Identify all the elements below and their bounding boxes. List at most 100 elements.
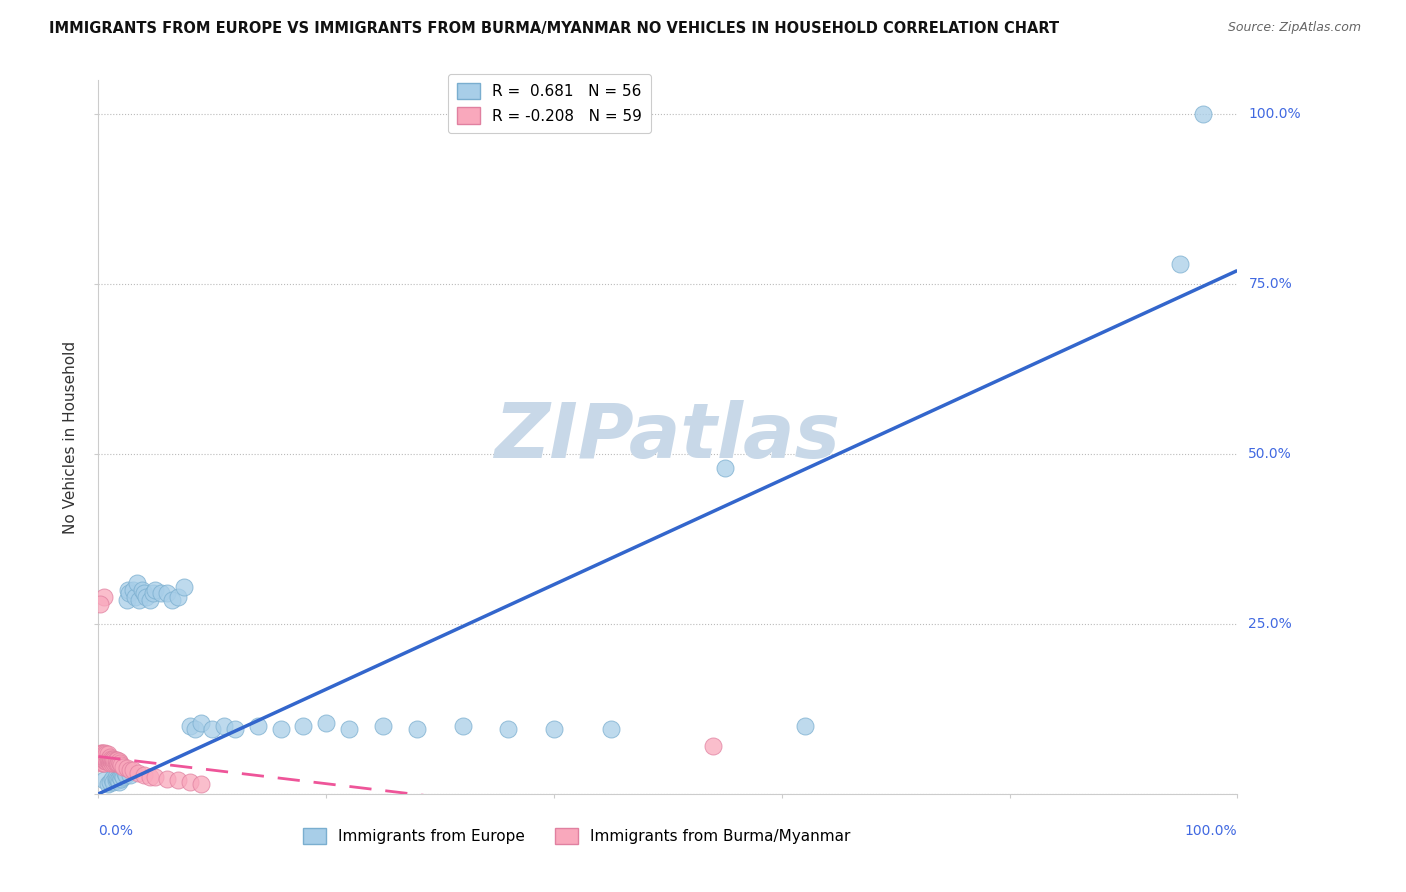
Point xyxy=(91,749,114,764)
Point xyxy=(100,754,122,768)
Point xyxy=(121,582,143,597)
Point xyxy=(96,751,118,765)
Point xyxy=(138,593,160,607)
Point xyxy=(101,753,124,767)
Point xyxy=(96,747,118,762)
Point xyxy=(127,576,149,591)
Point xyxy=(543,723,565,737)
Point xyxy=(98,756,121,771)
Point xyxy=(104,770,127,784)
Point xyxy=(103,753,125,767)
Point xyxy=(145,582,167,597)
Point xyxy=(714,460,737,475)
Point xyxy=(167,773,190,788)
Point xyxy=(93,756,115,771)
Point xyxy=(108,756,131,771)
Point xyxy=(89,749,111,764)
Point xyxy=(104,773,127,788)
Point xyxy=(108,774,131,789)
Point xyxy=(105,772,128,786)
Point xyxy=(118,586,141,600)
Point xyxy=(702,739,724,754)
Point xyxy=(132,768,155,782)
Point xyxy=(90,746,112,760)
Point xyxy=(179,719,201,733)
Point xyxy=(93,773,115,788)
Point xyxy=(97,754,120,768)
Point xyxy=(190,715,212,730)
Point xyxy=(91,746,114,760)
Point xyxy=(108,754,131,768)
Text: IMMIGRANTS FROM EUROPE VS IMMIGRANTS FROM BURMA/MYANMAR NO VEHICLES IN HOUSEHOLD: IMMIGRANTS FROM EUROPE VS IMMIGRANTS FRO… xyxy=(49,21,1059,36)
Point xyxy=(96,751,118,765)
Point xyxy=(97,751,120,765)
Point xyxy=(90,753,112,767)
Point xyxy=(138,770,160,784)
Point xyxy=(93,753,115,767)
Point xyxy=(1192,107,1215,121)
Point xyxy=(94,754,117,768)
Point xyxy=(114,766,136,780)
Point xyxy=(600,723,623,737)
Text: ZIPatlas: ZIPatlas xyxy=(495,401,841,474)
Point xyxy=(93,590,115,604)
Point xyxy=(96,754,118,768)
Point xyxy=(120,768,142,782)
Point xyxy=(337,723,360,737)
Point xyxy=(167,590,190,604)
Point xyxy=(107,756,129,771)
Point xyxy=(98,753,121,767)
Point xyxy=(103,754,125,768)
Point xyxy=(105,756,128,771)
Point xyxy=(107,773,129,788)
Point xyxy=(115,761,138,775)
Point xyxy=(98,774,121,789)
Point xyxy=(406,723,429,737)
Legend: Immigrants from Europe, Immigrants from Burma/Myanmar: Immigrants from Europe, Immigrants from … xyxy=(297,822,856,850)
Point xyxy=(115,593,138,607)
Point xyxy=(201,723,224,737)
Point xyxy=(93,749,115,764)
Point xyxy=(184,723,207,737)
Point xyxy=(90,756,112,771)
Point xyxy=(132,586,155,600)
Point xyxy=(108,770,131,784)
Point xyxy=(112,770,135,784)
Point xyxy=(96,747,118,762)
Point xyxy=(315,715,337,730)
Point xyxy=(96,777,118,791)
Point xyxy=(127,766,149,780)
Point xyxy=(270,723,292,737)
Point xyxy=(179,774,201,789)
Point xyxy=(100,751,122,765)
Point xyxy=(150,586,173,600)
Point xyxy=(89,597,111,611)
Point xyxy=(173,580,195,594)
Point xyxy=(145,770,167,784)
Point xyxy=(117,582,139,597)
Point xyxy=(112,760,135,774)
Point xyxy=(104,756,127,771)
Text: 100.0%: 100.0% xyxy=(1185,824,1237,838)
Point xyxy=(498,723,520,737)
Point xyxy=(94,746,117,760)
Point xyxy=(142,586,165,600)
Point xyxy=(190,777,212,791)
Point xyxy=(91,753,114,767)
Text: 25.0%: 25.0% xyxy=(1249,617,1292,631)
Point xyxy=(110,758,132,772)
Point xyxy=(292,719,315,733)
Point xyxy=(135,590,157,604)
Point xyxy=(103,756,125,771)
Text: 50.0%: 50.0% xyxy=(1249,447,1292,461)
Point xyxy=(110,772,132,786)
Point xyxy=(96,754,118,768)
Point xyxy=(131,582,153,597)
Point xyxy=(114,768,136,782)
Text: 0.0%: 0.0% xyxy=(98,824,134,838)
Y-axis label: No Vehicles in Household: No Vehicles in Household xyxy=(63,341,79,533)
Point xyxy=(212,719,235,733)
Point xyxy=(98,749,121,764)
Point xyxy=(111,768,134,782)
Point xyxy=(103,751,125,765)
